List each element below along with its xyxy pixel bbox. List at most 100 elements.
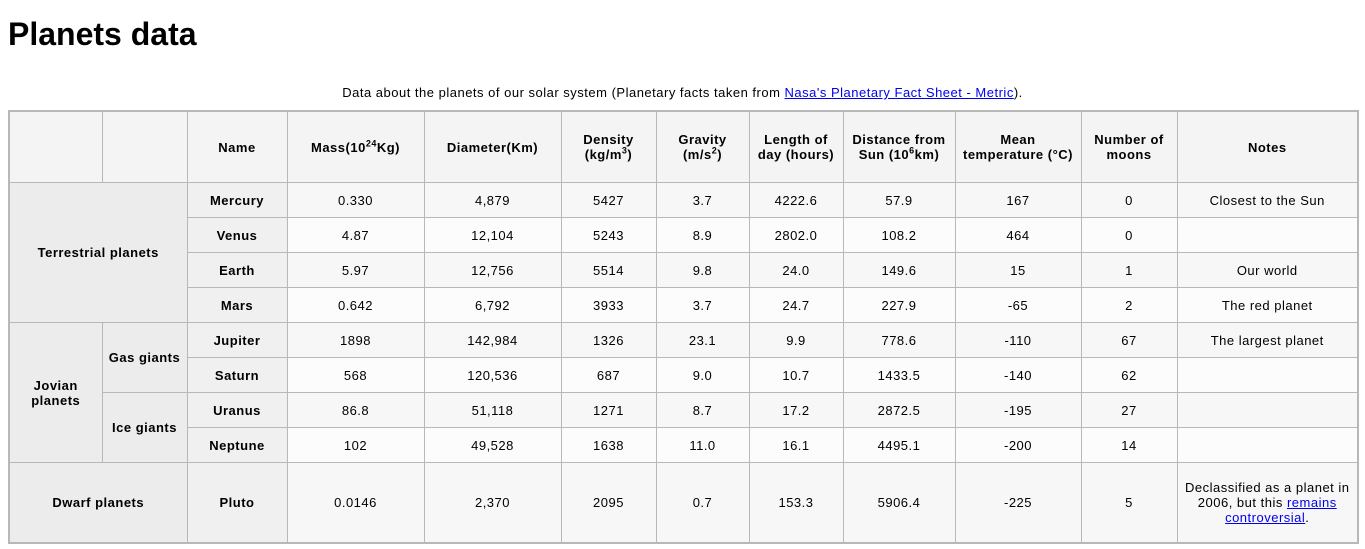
cell-day-length: 4222.6 [748,182,844,218]
empty-header-cell [8,110,103,183]
cell-temperature: -200 [954,427,1082,463]
header-gravity-end: ) [717,147,723,162]
header-distance-unit: km) [914,147,940,162]
cell-distance: 1433.5 [842,357,956,393]
table-row: Saturn 568 120,536 687 9.0 10.7 1433.5 -… [9,357,1359,393]
cell-mass: 1898 [286,322,425,358]
planet-name: Venus [186,217,288,253]
cell-temperature: 167 [954,182,1082,218]
cell-day-length: 2802.0 [748,217,844,253]
cell-mass: 0.0146 [286,462,425,543]
header-gravity-exponent: 2 [711,145,718,156]
cell-density: 1326 [560,322,657,358]
cell-gravity: 0.7 [655,462,750,543]
cell-diameter: 4,879 [423,182,562,218]
header-distance-text: Distance from Sun (10 [852,132,946,162]
subgroup-gas-giants: Gas giants [101,322,188,393]
header-density-text: Density (kg/m [583,132,634,162]
cell-notes [1176,357,1359,393]
header-mass-unit: Kg) [376,139,400,155]
header-density: Density (kg/m3) [560,110,657,183]
cell-density: 5427 [560,182,657,218]
planet-name: Pluto [186,462,288,543]
header-mass: Mass(1024Kg) [286,110,425,183]
pluto-notes-end: . [1305,509,1310,525]
cell-density: 3933 [560,287,657,323]
cell-moons: 2 [1080,287,1178,323]
planets-table: Name Mass(1024Kg) Diameter(Km) Density (… [8,110,1359,544]
cell-density: 1638 [560,427,657,463]
cell-temperature: 15 [954,252,1082,288]
cell-notes: The largest planet [1176,322,1359,358]
cell-notes-pluto: Declassified as a planet in 2006, but th… [1176,462,1359,543]
caption-text: Data about the planets of our solar syst… [342,85,785,100]
cell-diameter: 51,118 [423,392,562,428]
planet-name: Saturn [186,357,288,393]
cell-gravity: 9.8 [655,252,750,288]
cell-notes: Closest to the Sun [1176,182,1359,218]
header-mass-exponent: 24 [365,138,377,149]
cell-mass: 568 [286,357,425,393]
cell-mass: 0.330 [286,182,425,218]
cell-distance: 149.6 [842,252,956,288]
cell-day-length: 24.7 [748,287,844,323]
header-density-end: ) [627,147,633,162]
cell-diameter: 2,370 [423,462,562,543]
cell-temperature: -65 [954,287,1082,323]
header-notes: Notes [1176,110,1359,183]
cell-mass: 5.97 [286,252,425,288]
cell-gravity: 3.7 [655,182,750,218]
cell-distance: 57.9 [842,182,956,218]
header-distance: Distance from Sun (106km) [842,110,956,183]
planet-name: Jupiter [186,322,288,358]
cell-moons: 14 [1080,427,1178,463]
header-gravity: Gravity (m/s2) [655,110,750,183]
table-caption: Data about the planets of our solar syst… [8,85,1357,100]
cell-notes [1176,427,1359,463]
cell-density: 5243 [560,217,657,253]
cell-gravity: 3.7 [655,287,750,323]
page-title: Planets data [8,16,197,52]
table-row: Terrestrial planets Mercury 0.330 4,879 … [8,182,1359,323]
cell-day-length: 17.2 [748,392,844,428]
table-row: Venus 4.87 12,104 5243 8.9 2802.0 108.2 … [9,217,1359,253]
cell-distance: 227.9 [842,287,956,323]
header-diameter: Diameter(Km) [423,110,562,183]
table-row: Earth 5.97 12,756 5514 9.8 24.0 149.6 15… [9,252,1359,288]
group-terrestrial: Terrestrial planets [8,182,188,323]
cell-temperature: -225 [954,462,1082,543]
cell-mass: 86.8 [286,392,425,428]
header-density-exponent: 3 [621,145,628,156]
planet-name: Earth [186,252,288,288]
cell-mass: 0.642 [286,287,425,323]
table-row: Mars 0.642 6,792 3933 3.7 24.7 227.9 -65… [9,287,1359,323]
cell-density: 687 [560,357,657,393]
cell-temperature: 464 [954,217,1082,253]
cell-gravity: 23.1 [655,322,750,358]
table-row: Ice giants Uranus 86.8 51,118 1271 8.7 1… [9,392,1359,463]
cell-notes [1176,392,1359,428]
header-row: Name Mass(1024Kg) Diameter(Km) Density (… [8,110,1359,183]
nasa-fact-sheet-link[interactable]: Nasa's Planetary Fact Sheet - Metric [784,85,1014,100]
header-moons: Number of moons [1080,110,1178,183]
cell-moons: 62 [1080,357,1178,393]
header-mass-text: Mass(10 [311,139,366,155]
cell-distance: 778.6 [842,322,956,358]
cell-moons: 27 [1080,392,1178,428]
cell-temperature: -110 [954,322,1082,358]
cell-mass: 102 [286,427,425,463]
cell-moons: 1 [1080,252,1178,288]
header-distance-exponent: 6 [909,145,915,156]
planet-name: Mercury [186,182,288,218]
cell-diameter: 6,792 [423,287,562,323]
cell-temperature: -195 [954,392,1082,428]
planet-name: Uranus [186,392,288,428]
remains-controversial-link[interactable]: remains controversial [1225,494,1337,525]
cell-distance: 5906.4 [842,462,956,543]
caption-text-end: ). [1013,85,1023,100]
cell-day-length: 9.9 [748,322,844,358]
table-row: Jovian planets Gas giants Jupiter 1898 1… [8,322,1359,463]
table-row: Neptune 102 49,528 1638 11.0 16.1 4495.1… [9,427,1359,463]
cell-density: 2095 [560,462,657,543]
cell-gravity: 9.0 [655,357,750,393]
